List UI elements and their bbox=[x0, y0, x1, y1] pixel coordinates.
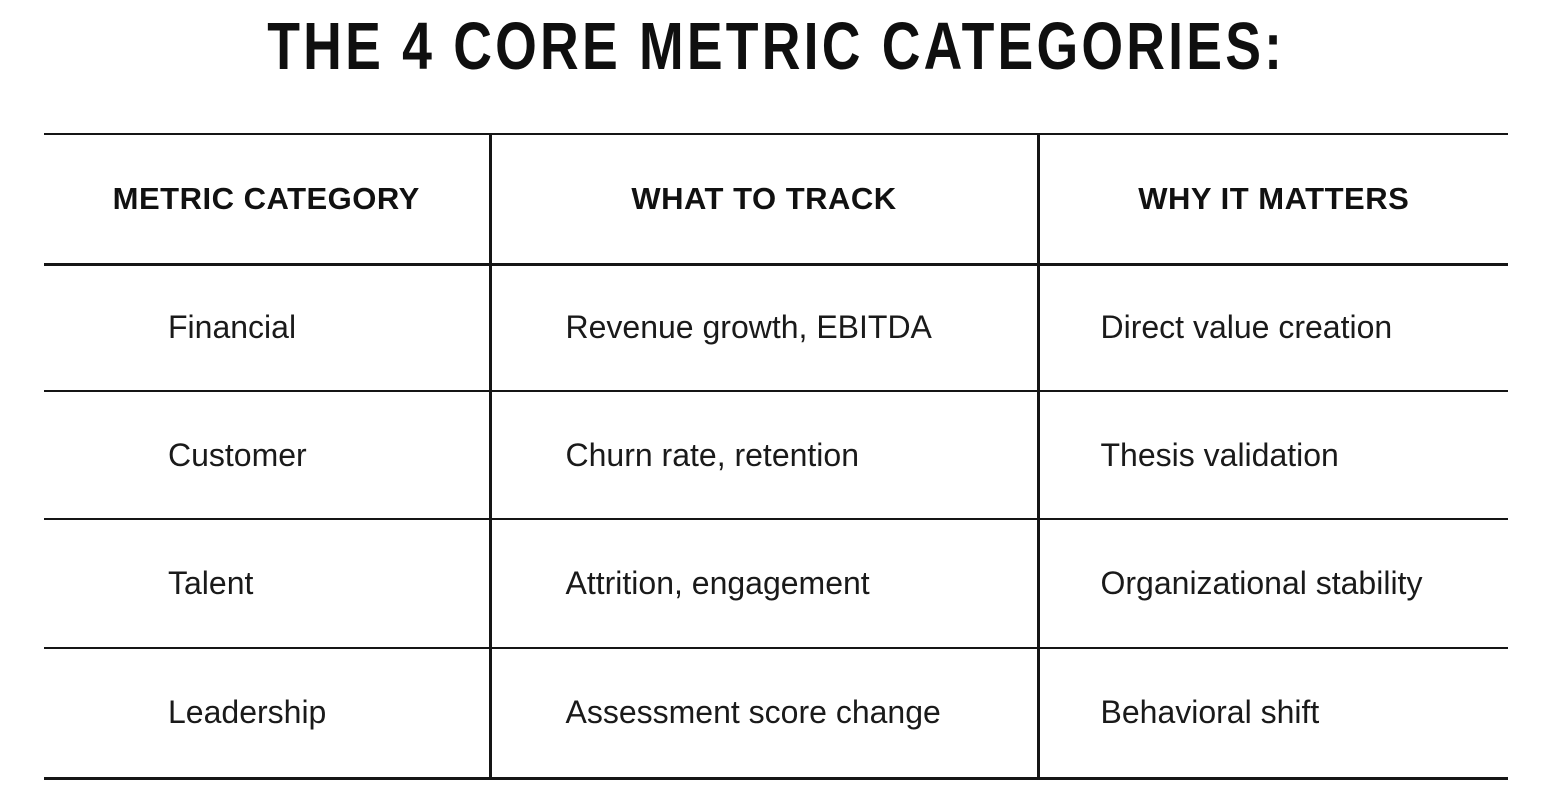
page-title: THE 4 CORE METRIC CATEGORIES: bbox=[0, 9, 1553, 84]
track-cell: Attrition, engagement bbox=[488, 519, 1038, 649]
table-header-row: METRIC CATEGORY WHAT TO TRACK WHY IT MAT… bbox=[44, 134, 1508, 266]
table-row: Customer Churn rate, retention Thesis va… bbox=[44, 391, 1508, 520]
category-cell: Customer bbox=[44, 391, 490, 520]
table-row: Leadership Assessment score change Behav… bbox=[44, 648, 1508, 778]
track-cell: Revenue growth, EBITDA bbox=[488, 264, 1038, 392]
metrics-table: METRIC CATEGORY WHAT TO TRACK WHY IT MAT… bbox=[44, 133, 1508, 780]
category-cell: Leadership bbox=[44, 648, 490, 778]
track-cell: Assessment score change bbox=[488, 648, 1038, 778]
category-cell: Talent bbox=[44, 519, 490, 649]
header-metric-category: METRIC CATEGORY bbox=[44, 134, 490, 266]
why-cell: Thesis validation bbox=[1036, 391, 1508, 520]
why-cell: Organizational stability bbox=[1036, 519, 1508, 649]
header-why-it-matters: WHY IT MATTERS bbox=[1036, 134, 1508, 266]
header-what-to-track: WHAT TO TRACK bbox=[488, 134, 1038, 266]
page-title-text: THE 4 CORE METRIC CATEGORIES: bbox=[267, 9, 1286, 84]
category-cell: Financial bbox=[44, 264, 490, 392]
table-row: Financial Revenue growth, EBITDA Direct … bbox=[44, 264, 1508, 392]
why-cell: Direct value creation bbox=[1036, 264, 1508, 392]
track-cell: Churn rate, retention bbox=[488, 391, 1038, 520]
table-row: Talent Attrition, engagement Organizatio… bbox=[44, 519, 1508, 649]
why-cell: Behavioral shift bbox=[1036, 648, 1508, 778]
